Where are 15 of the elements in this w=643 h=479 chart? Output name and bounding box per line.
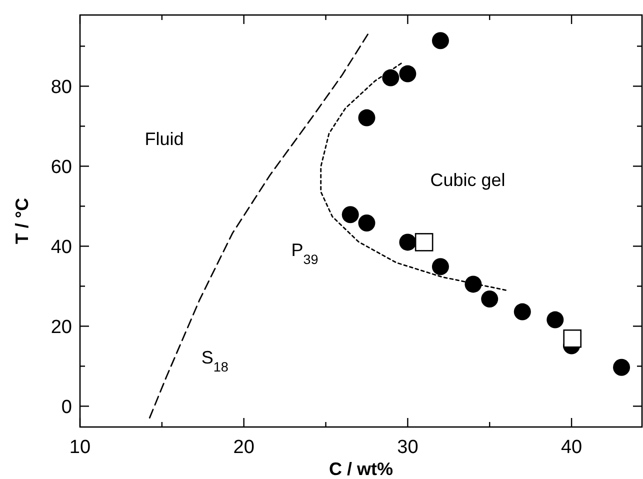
x-axis-title: C / wt%	[328, 459, 394, 479]
x-tick-label: 20	[233, 437, 254, 458]
annotation: Cubic gel	[430, 170, 506, 190]
x-tick-label: 10	[69, 437, 91, 458]
annotation: P$_{39}$	[291, 240, 318, 267]
y-tick-label: 40	[50, 236, 72, 258]
x-tick-label: 30	[397, 437, 418, 458]
y-tick-label: 0	[61, 396, 72, 418]
y-axis-title: T / °C	[12, 198, 32, 244]
y-tick-label: 80	[50, 76, 72, 98]
y-tick-label: 60	[50, 156, 72, 178]
y-tick-label: 20	[50, 316, 72, 338]
annotation: S$_{18}$	[201, 347, 228, 374]
annotation: Fluid	[144, 128, 184, 149]
x-tick-label: 40	[560, 437, 582, 458]
